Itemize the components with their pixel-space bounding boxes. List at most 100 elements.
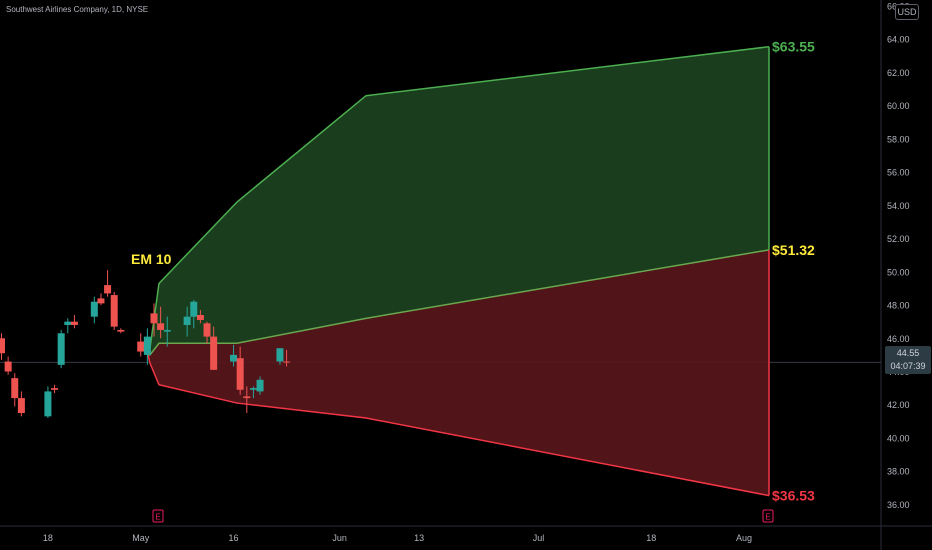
candle-body [276,348,284,362]
em-label: EM 10 [131,251,172,267]
price-axis: 36.0038.0040.0042.0044.0046.0048.0050.00… [887,2,910,510]
candle-body [243,396,251,399]
candle-body [190,301,198,317]
candle [210,326,218,370]
candle-body [203,323,211,337]
candle-body [104,285,112,294]
annotations: EM 10$63.55$51.32$36.53E E [131,39,815,523]
candle [249,386,257,399]
price-tick-label: 36.00 [887,500,910,510]
candle [117,328,125,334]
time-tick-label: 18 [646,533,656,543]
time-tick-label: Aug [736,533,752,543]
candle [51,384,59,394]
candle [64,318,72,334]
candle-body [256,379,264,392]
lower-price-label: $36.53 [772,488,815,504]
price-tick-label: 54.00 [887,201,910,211]
time-tick-label: Jun [332,533,347,543]
candle-body [163,329,171,332]
price-tick-label: 64.00 [887,35,910,45]
price-tick-label: 52.00 [887,234,910,244]
candle-body [249,388,257,390]
earnings-marker-label: E [155,513,160,522]
candle [236,346,244,395]
price-tick-label: 40.00 [887,433,910,443]
price-tick-label: 62.00 [887,68,910,78]
upside-zone [148,46,769,355]
earnings-marker: E [152,509,164,523]
earnings-marker-box [762,509,774,523]
candle [110,291,118,330]
time-tick-label: Jul [533,533,545,543]
candle [163,316,171,347]
price-tick-label: 56.00 [887,168,910,178]
candle-body [51,388,59,390]
candle [137,333,145,357]
candle-body [230,354,238,362]
middle-price-label: $51.32 [772,242,815,258]
candle-body [90,301,98,317]
price-tick-label: 38.00 [887,467,910,477]
time-tick-label: 18 [43,533,53,543]
lower-bound-line [147,354,770,497]
price-tick-label: 50.00 [887,267,910,277]
price-tick-label: 48.00 [887,301,910,311]
candle-body [210,336,218,370]
candle [157,306,165,339]
candle [17,391,25,417]
time-axis: 18 May 16 Jun 13 Jul 18 Aug [43,533,752,543]
downside-zone [148,249,769,496]
candle [183,306,191,337]
expected-move-zones [147,45,770,497]
candle [196,310,204,324]
last-price-badge: 44.55 04:07:39 [885,346,931,374]
candle-body [97,298,105,304]
currency-selector[interactable]: USD [895,4,919,20]
candle-body [137,341,145,352]
candle-body [236,358,244,390]
candle-body [143,336,151,355]
candle [276,348,284,365]
candle-body [157,323,165,330]
last-price-value: 44.55 [896,348,920,358]
symbol-title: Southwest Airlines Company, 1D, NYSE [6,5,149,14]
candle-body [110,295,118,327]
time-tick-label: May [132,533,150,543]
candle [150,303,158,337]
candle-body [11,378,19,399]
candle [90,296,98,324]
candle-body [183,316,191,325]
earnings-marker-label: E [765,513,770,522]
bar-countdown: 04:07:39 [890,361,926,371]
candle [44,386,52,419]
candle [97,293,105,306]
candle-body [196,315,204,320]
price-tick-label: 60.00 [887,101,910,111]
candle-body [150,313,158,324]
candle [283,349,291,367]
time-tick-label: 16 [229,533,239,543]
price-tick-label: 46.00 [887,334,910,344]
candle [104,270,112,297]
candle [243,386,251,414]
candle [11,373,19,407]
upper-price-label: $63.55 [772,39,815,55]
candle-body [117,329,125,332]
candle-body [44,391,52,417]
candle [4,356,12,375]
candle-body [57,333,65,365]
candle-body [0,338,5,354]
time-tick-label: 13 [414,533,424,543]
candle-body [4,361,12,372]
price-tick-label: 42.00 [887,400,910,410]
candle-body [64,321,72,325]
candle-body [70,321,78,325]
candle-body [283,361,291,363]
candle [256,376,264,395]
price-tick-label: 58.00 [887,134,910,144]
candle [0,333,5,360]
candle [70,315,78,329]
earnings-marker: E [762,509,774,523]
